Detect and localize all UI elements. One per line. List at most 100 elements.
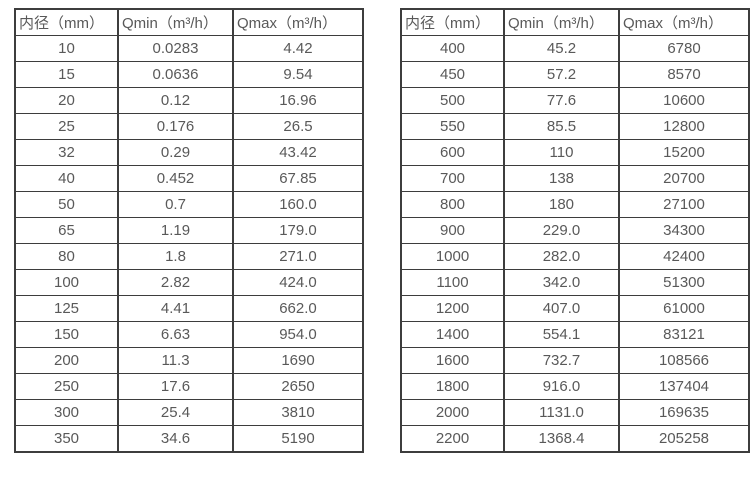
table-row: 400 45.2 6780	[400, 35, 750, 62]
table-row: 900 229.0 34300	[400, 217, 750, 244]
table-row: 350 34.6 5190	[14, 425, 364, 453]
table-row: 550 85.5 12800	[400, 113, 750, 140]
flow-rate-tables-container: 内径（mm） Qmin（m³/h） Qmax（m³/h） 10 0.0283 4.42 1…	[14, 8, 750, 453]
data-cell: 138	[503, 165, 620, 192]
table-header: 内径（mm） Qmin（m³/h） Qmax（m³/h）	[14, 8, 364, 36]
data-cell: 34300	[618, 217, 750, 244]
column-header: Qmin（m³/h）	[117, 8, 234, 36]
data-cell: 0.452	[117, 165, 234, 192]
table-row: 450 57.2 8570	[400, 61, 750, 88]
table-row: 250 17.6 2650	[14, 373, 364, 400]
data-cell: 342.0	[503, 269, 620, 296]
data-cell: 15200	[618, 139, 750, 166]
data-cell: 25.4	[117, 399, 234, 426]
table-body: 400 45.2 6780 450 57.2 8570 500 77.6 10600 550 85.…	[400, 35, 750, 453]
data-cell: 407.0	[503, 295, 620, 322]
data-cell: 0.29	[117, 139, 234, 166]
data-cell: 40	[14, 165, 119, 192]
data-cell: 20	[14, 87, 119, 114]
data-cell: 83121	[618, 321, 750, 348]
data-cell: 16.96	[232, 87, 364, 114]
table-row: 100 2.82 424.0	[14, 269, 364, 296]
column-header: Qmin（m³/h）	[503, 8, 620, 36]
data-cell: 9.54	[232, 61, 364, 88]
data-cell: 424.0	[232, 269, 364, 296]
data-cell: 1400	[400, 321, 505, 348]
data-cell: 0.7	[117, 191, 234, 218]
table-row: 800 180 27100	[400, 191, 750, 218]
data-cell: 10600	[618, 87, 750, 114]
column-header: Qmax（m³/h）	[232, 8, 364, 36]
data-cell: 916.0	[503, 373, 620, 400]
data-cell: 0.176	[117, 113, 234, 140]
table-row: 50 0.7 160.0	[14, 191, 364, 218]
data-cell: 900	[400, 217, 505, 244]
data-cell: 15	[14, 61, 119, 88]
table-row: 125 4.41 662.0	[14, 295, 364, 322]
data-cell: 200	[14, 347, 119, 374]
table-row: 1200 407.0 61000	[400, 295, 750, 322]
header-row: 内径（mm） Qmin（m³/h） Qmax（m³/h）	[400, 8, 750, 36]
data-cell: 0.0636	[117, 61, 234, 88]
data-cell: 0.12	[117, 87, 234, 114]
column-header: 内径（mm）	[400, 8, 505, 36]
table-row: 500 77.6 10600	[400, 87, 750, 114]
data-cell: 300	[14, 399, 119, 426]
data-cell: 6.63	[117, 321, 234, 348]
table-row: 1400 554.1 83121	[400, 321, 750, 348]
data-cell: 350	[14, 425, 119, 453]
data-cell: 2.82	[117, 269, 234, 296]
data-cell: 450	[400, 61, 505, 88]
data-cell: 12800	[618, 113, 750, 140]
data-cell: 10	[14, 35, 119, 62]
data-cell: 45.2	[503, 35, 620, 62]
table-body: 10 0.0283 4.42 15 0.0636 9.54 20 0.12 16.96 25 0.1…	[14, 35, 364, 453]
data-cell: 800	[400, 191, 505, 218]
table-row: 2000 1131.0 169635	[400, 399, 750, 426]
data-cell: 229.0	[503, 217, 620, 244]
data-cell: 1368.4	[503, 425, 620, 453]
data-cell: 1100	[400, 269, 505, 296]
data-cell: 57.2	[503, 61, 620, 88]
table-row: 1800 916.0 137404	[400, 373, 750, 400]
table-row: 65 1.19 179.0	[14, 217, 364, 244]
data-cell: 67.85	[232, 165, 364, 192]
data-cell: 271.0	[232, 243, 364, 270]
data-cell: 108566	[618, 347, 750, 374]
data-cell: 600	[400, 139, 505, 166]
data-cell: 125	[14, 295, 119, 322]
table-row: 200 11.3 1690	[14, 347, 364, 374]
data-cell: 25	[14, 113, 119, 140]
data-cell: 1131.0	[503, 399, 620, 426]
data-cell: 26.5	[232, 113, 364, 140]
data-cell: 80	[14, 243, 119, 270]
data-cell: 954.0	[232, 321, 364, 348]
data-cell: 282.0	[503, 243, 620, 270]
table-row: 40 0.452 67.85	[14, 165, 364, 192]
data-cell: 400	[400, 35, 505, 62]
table-row: 1600 732.7 108566	[400, 347, 750, 374]
data-cell: 85.5	[503, 113, 620, 140]
data-cell: 77.6	[503, 87, 620, 114]
data-cell: 43.42	[232, 139, 364, 166]
table-row: 600 110 15200	[400, 139, 750, 166]
data-cell: 2000	[400, 399, 505, 426]
data-cell: 0.0283	[117, 35, 234, 62]
data-cell: 550	[400, 113, 505, 140]
data-cell: 1200	[400, 295, 505, 322]
table-row: 10 0.0283 4.42	[14, 35, 364, 62]
data-cell: 6780	[618, 35, 750, 62]
data-cell: 100	[14, 269, 119, 296]
data-cell: 169635	[618, 399, 750, 426]
data-cell: 732.7	[503, 347, 620, 374]
data-cell: 32	[14, 139, 119, 166]
data-cell: 8570	[618, 61, 750, 88]
data-cell: 17.6	[117, 373, 234, 400]
data-cell: 4.42	[232, 35, 364, 62]
data-cell: 61000	[618, 295, 750, 322]
data-cell: 5190	[232, 425, 364, 453]
header-row: 内径（mm） Qmin（m³/h） Qmax（m³/h）	[14, 8, 364, 36]
table-row: 2200 1368.4 205258	[400, 425, 750, 453]
table-row: 25 0.176 26.5	[14, 113, 364, 140]
data-cell: 662.0	[232, 295, 364, 322]
